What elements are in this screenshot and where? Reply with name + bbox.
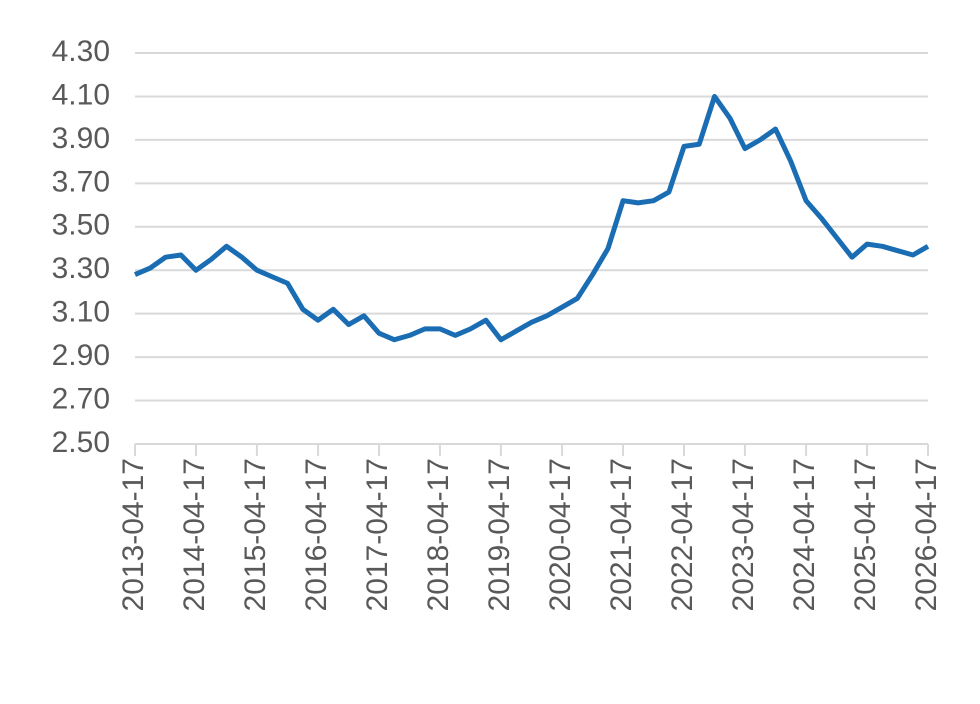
y-tick-label: 4.30 <box>52 35 110 68</box>
x-tick-label: 2016-04-17 <box>300 458 333 611</box>
x-tick-label: 2023-04-17 <box>727 458 760 611</box>
y-tick-label: 2.90 <box>52 339 110 372</box>
x-tick-label: 2018-04-17 <box>422 458 455 611</box>
y-tick-label: 2.70 <box>52 382 110 415</box>
y-tick-label: 3.10 <box>52 296 110 329</box>
x-tick-label: 2021-04-17 <box>605 458 638 611</box>
x-tick-label: 2024-04-17 <box>788 458 821 611</box>
x-tick-label: 2020-04-17 <box>544 458 577 611</box>
y-tick-label: 2.50 <box>52 426 110 459</box>
x-tick-label: 2025-04-17 <box>849 458 882 611</box>
x-tick-label: 2017-04-17 <box>361 458 394 611</box>
x-tick-label: 2019-04-17 <box>483 458 516 611</box>
x-tick-label: 2013-04-17 <box>117 458 150 611</box>
y-tick-label: 3.70 <box>52 165 110 198</box>
x-tick-label: 2026-04-17 <box>910 458 943 611</box>
y-tick-label: 4.10 <box>52 78 110 111</box>
x-tick-label: 2022-04-17 <box>666 458 699 611</box>
y-tick-label: 3.90 <box>52 122 110 155</box>
x-tick-label: 2014-04-17 <box>178 458 211 611</box>
line <box>134 93 930 343</box>
y-tick-label: 3.30 <box>52 252 110 285</box>
x-tick-label: 2015-04-17 <box>239 458 272 611</box>
y-tick-label: 3.50 <box>52 209 110 242</box>
